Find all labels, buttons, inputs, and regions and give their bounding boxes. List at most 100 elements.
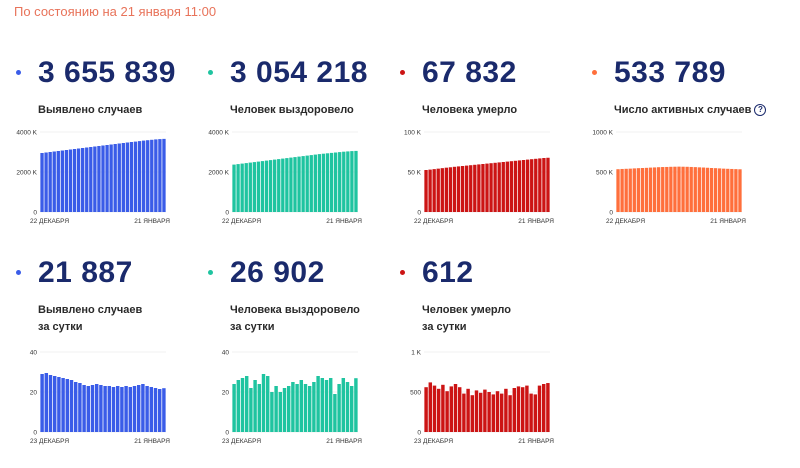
- bar[interactable]: [445, 391, 449, 432]
- bar[interactable]: [125, 142, 130, 213]
- bar[interactable]: [115, 386, 120, 432]
- bar[interactable]: [40, 153, 44, 212]
- bar[interactable]: [121, 143, 125, 212]
- bar[interactable]: [325, 153, 330, 212]
- bar[interactable]: [320, 378, 325, 432]
- bar[interactable]: [52, 376, 57, 432]
- bar[interactable]: [517, 160, 522, 212]
- bar[interactable]: [533, 394, 538, 432]
- bar[interactable]: [640, 168, 645, 212]
- bar[interactable]: [346, 151, 350, 212]
- bar[interactable]: [297, 156, 301, 212]
- bar[interactable]: [428, 382, 433, 432]
- bar[interactable]: [705, 167, 710, 212]
- bar[interactable]: [48, 152, 52, 212]
- bar[interactable]: [137, 141, 142, 212]
- bar[interactable]: [717, 168, 722, 212]
- bar[interactable]: [81, 148, 85, 212]
- bar[interactable]: [337, 384, 341, 432]
- bar[interactable]: [273, 159, 277, 212]
- bar[interactable]: [240, 163, 244, 212]
- bar[interactable]: [730, 168, 734, 212]
- bar[interactable]: [117, 143, 121, 213]
- bar[interactable]: [264, 160, 269, 212]
- help-icon[interactable]: ?: [754, 104, 767, 117]
- bar[interactable]: [501, 162, 505, 212]
- bar[interactable]: [270, 392, 274, 432]
- bar[interactable]: [436, 168, 440, 212]
- bar[interactable]: [44, 152, 48, 213]
- bar[interactable]: [232, 384, 236, 432]
- bar[interactable]: [546, 383, 550, 432]
- bar[interactable]: [309, 155, 313, 212]
- bar[interactable]: [69, 380, 74, 432]
- bar[interactable]: [113, 144, 117, 212]
- bar[interactable]: [149, 387, 154, 432]
- bar[interactable]: [240, 378, 245, 432]
- bar[interactable]: [295, 384, 299, 432]
- bar[interactable]: [301, 156, 305, 212]
- bar[interactable]: [72, 149, 77, 212]
- bar[interactable]: [128, 387, 133, 432]
- bar[interactable]: [448, 167, 453, 212]
- bar[interactable]: [305, 155, 309, 212]
- bar[interactable]: [317, 154, 322, 212]
- bar[interactable]: [669, 166, 673, 212]
- bar[interactable]: [78, 383, 82, 432]
- bar[interactable]: [644, 167, 649, 212]
- bar[interactable]: [685, 166, 689, 212]
- bar[interactable]: [99, 385, 103, 432]
- bar[interactable]: [261, 374, 266, 432]
- bar[interactable]: [534, 158, 538, 212]
- bar[interactable]: [449, 386, 454, 432]
- bar[interactable]: [722, 168, 726, 212]
- bar[interactable]: [456, 166, 461, 212]
- bar[interactable]: [277, 159, 281, 212]
- bar[interactable]: [101, 145, 105, 213]
- bar[interactable]: [253, 380, 257, 432]
- bar[interactable]: [76, 148, 81, 213]
- bar[interactable]: [734, 169, 738, 212]
- bar[interactable]: [57, 377, 61, 432]
- bar[interactable]: [538, 158, 542, 212]
- bar[interactable]: [333, 394, 337, 432]
- bar[interactable]: [469, 165, 473, 212]
- bar[interactable]: [85, 147, 89, 213]
- bar[interactable]: [274, 386, 278, 432]
- bar[interactable]: [462, 393, 466, 432]
- bar[interactable]: [628, 168, 632, 212]
- bar[interactable]: [345, 382, 350, 432]
- bar[interactable]: [89, 147, 93, 212]
- bar[interactable]: [97, 146, 101, 212]
- bar[interactable]: [303, 384, 308, 432]
- bar[interactable]: [293, 157, 297, 212]
- bar[interactable]: [282, 388, 287, 432]
- bar[interactable]: [64, 150, 69, 212]
- bar[interactable]: [236, 164, 240, 212]
- bar[interactable]: [312, 382, 316, 432]
- bar[interactable]: [257, 384, 262, 432]
- bar[interactable]: [513, 160, 518, 212]
- bar[interactable]: [333, 152, 338, 213]
- bar[interactable]: [150, 139, 154, 212]
- bar[interactable]: [525, 159, 530, 212]
- bar[interactable]: [244, 376, 249, 432]
- bar[interactable]: [677, 166, 681, 212]
- bar[interactable]: [107, 386, 112, 432]
- bar[interactable]: [349, 386, 354, 432]
- bar[interactable]: [508, 395, 512, 432]
- bar[interactable]: [673, 166, 677, 212]
- bar[interactable]: [153, 388, 158, 432]
- bar[interactable]: [453, 384, 458, 432]
- bar[interactable]: [256, 161, 261, 212]
- bar[interactable]: [529, 393, 533, 432]
- bar[interactable]: [432, 169, 436, 212]
- bar[interactable]: [460, 166, 465, 212]
- bar[interactable]: [440, 168, 444, 212]
- bar[interactable]: [268, 160, 273, 212]
- bar[interactable]: [452, 166, 457, 212]
- bar[interactable]: [289, 157, 293, 212]
- bar[interactable]: [512, 388, 517, 432]
- bar[interactable]: [652, 167, 657, 212]
- bar[interactable]: [162, 138, 166, 212]
